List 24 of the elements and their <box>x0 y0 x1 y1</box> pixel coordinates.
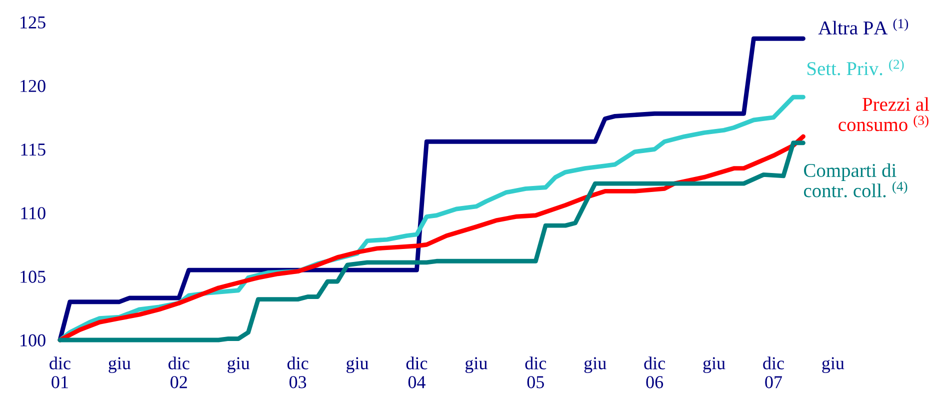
x-tick-label: giu <box>584 357 606 374</box>
y-tick-label: 115 <box>21 144 46 156</box>
x-tick-label: dic 01 <box>50 356 70 388</box>
y-tick-label: 100 <box>20 334 46 346</box>
y-tick-label: 125 <box>20 16 46 29</box>
x-tick-label: dic 07 <box>763 356 784 388</box>
x-tick-label: giu <box>822 357 844 374</box>
series-label: Prezzi al consumo $^{(3)}$ <box>838 97 930 132</box>
x-tick-label: giu <box>465 357 488 374</box>
y-tick-label: 120 <box>20 80 46 92</box>
x-tick-label: dic 02 <box>168 356 190 388</box>
x-tick-label: dic 04 <box>406 356 428 388</box>
y-tick-label: 105 <box>20 270 46 283</box>
series-label: Altra PA $^{(1)}$ <box>818 18 908 35</box>
x-tick-label: giu <box>228 357 250 374</box>
x-tick-label: giu <box>703 357 726 374</box>
y-tick-label: 110 <box>21 207 46 220</box>
x-tick-label: dic 06 <box>644 356 666 388</box>
x-tick-label: giu <box>346 357 368 374</box>
series-label: Sett. Priv. $^{(2)}$ <box>807 59 904 76</box>
x-tick-label: dic 05 <box>525 356 546 388</box>
series-label: Comparti di contr. coll. $^{(4)}$ <box>804 163 908 198</box>
x-tick-label: dic 03 <box>287 356 308 388</box>
x-tick-label: giu <box>108 357 131 374</box>
